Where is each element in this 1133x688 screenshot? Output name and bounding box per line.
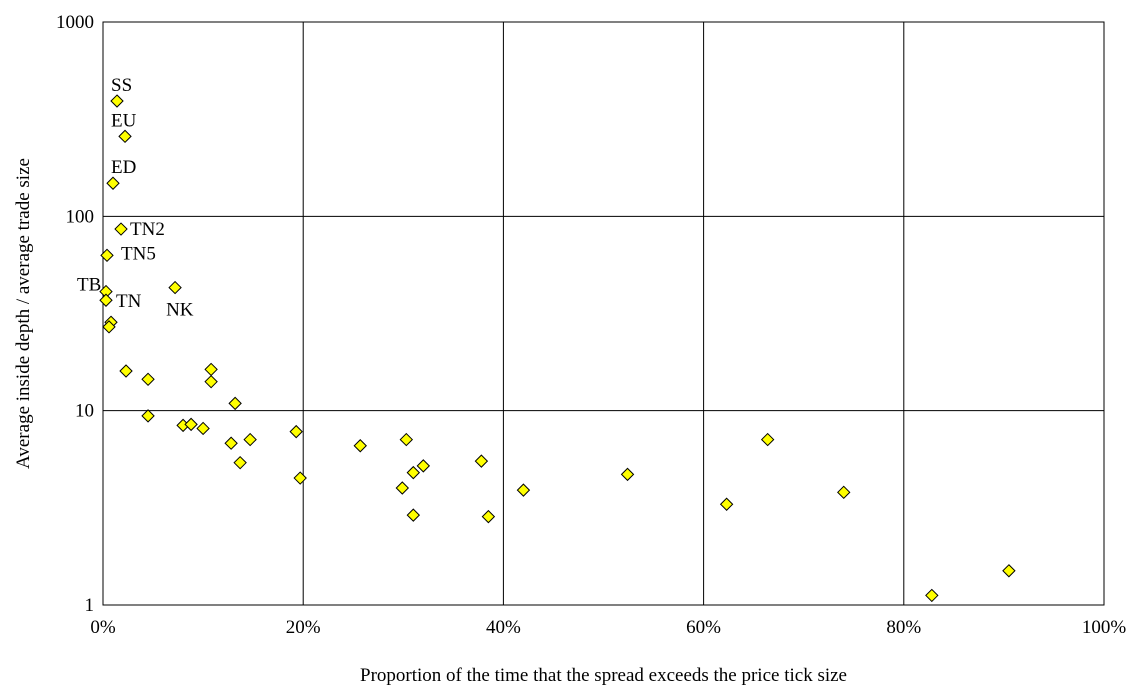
x-tick-label: 40%: [486, 617, 521, 638]
point-labels: SS EU ED TN2 TN5 NK TB TN: [77, 75, 194, 321]
tick-labels: 0% 20% 40% 60% 80% 100% 1 10 100 1000: [56, 12, 1126, 638]
point-label: EU: [111, 110, 137, 131]
data-point: [233, 455, 247, 470]
x-tick-label: 20%: [286, 617, 321, 638]
data-point: [395, 481, 410, 495]
data-point: [102, 320, 116, 334]
x-tick-label: 0%: [90, 617, 116, 638]
point-label: TB: [77, 275, 101, 296]
data-point: [99, 293, 113, 307]
data-point: [204, 374, 218, 389]
data-point: [1002, 564, 1016, 578]
data-point: [399, 432, 414, 447]
data-points: [99, 94, 1016, 603]
grid-lines: [102, 21, 1105, 606]
data-point: [224, 436, 238, 450]
data-point: [289, 424, 303, 439]
point-label: ED: [111, 157, 136, 178]
x-tick-label: 100%: [1082, 617, 1127, 638]
data-point: [141, 409, 155, 423]
data-point: [204, 362, 218, 377]
data-point: [110, 94, 124, 108]
data-point: [119, 364, 133, 378]
plot-area-frame: [102, 21, 1105, 606]
data-point: [243, 432, 257, 447]
point-label: SS: [111, 75, 132, 96]
data-point: [353, 439, 367, 453]
point-label: NK: [166, 300, 194, 321]
data-point: [760, 432, 775, 447]
data-point: [168, 280, 182, 295]
point-label: TN2: [130, 219, 165, 240]
data-point: [481, 509, 496, 524]
y-axis-label: Average inside depth / average trade siz…: [13, 158, 34, 469]
data-point: [416, 459, 431, 473]
x-tick-label: 60%: [686, 617, 721, 638]
data-point: [293, 471, 307, 485]
data-point: [141, 372, 155, 387]
data-point: [100, 248, 114, 263]
data-point: [228, 396, 242, 411]
data-point: [118, 129, 132, 144]
data-point: [106, 176, 120, 190]
data-point: [516, 483, 531, 497]
x-axis-label: Proportion of the time that the spread e…: [360, 665, 847, 686]
data-point: [184, 417, 198, 432]
data-point: [925, 588, 939, 603]
y-tick-label: 100: [66, 206, 95, 227]
data-point: [719, 497, 734, 511]
data-point: [196, 421, 210, 436]
data-point: [837, 485, 851, 500]
x-tick-label: 80%: [886, 617, 921, 638]
data-point: [474, 454, 489, 468]
point-label: TN: [116, 291, 142, 312]
data-point: [406, 508, 421, 522]
point-label: TN5: [121, 243, 156, 264]
y-tick-label: 10: [75, 401, 94, 422]
y-tick-label: 1000: [56, 12, 94, 33]
data-point: [620, 467, 635, 482]
data-point: [114, 222, 128, 236]
data-point: [406, 465, 421, 480]
y-tick-label: 1: [85, 595, 95, 616]
